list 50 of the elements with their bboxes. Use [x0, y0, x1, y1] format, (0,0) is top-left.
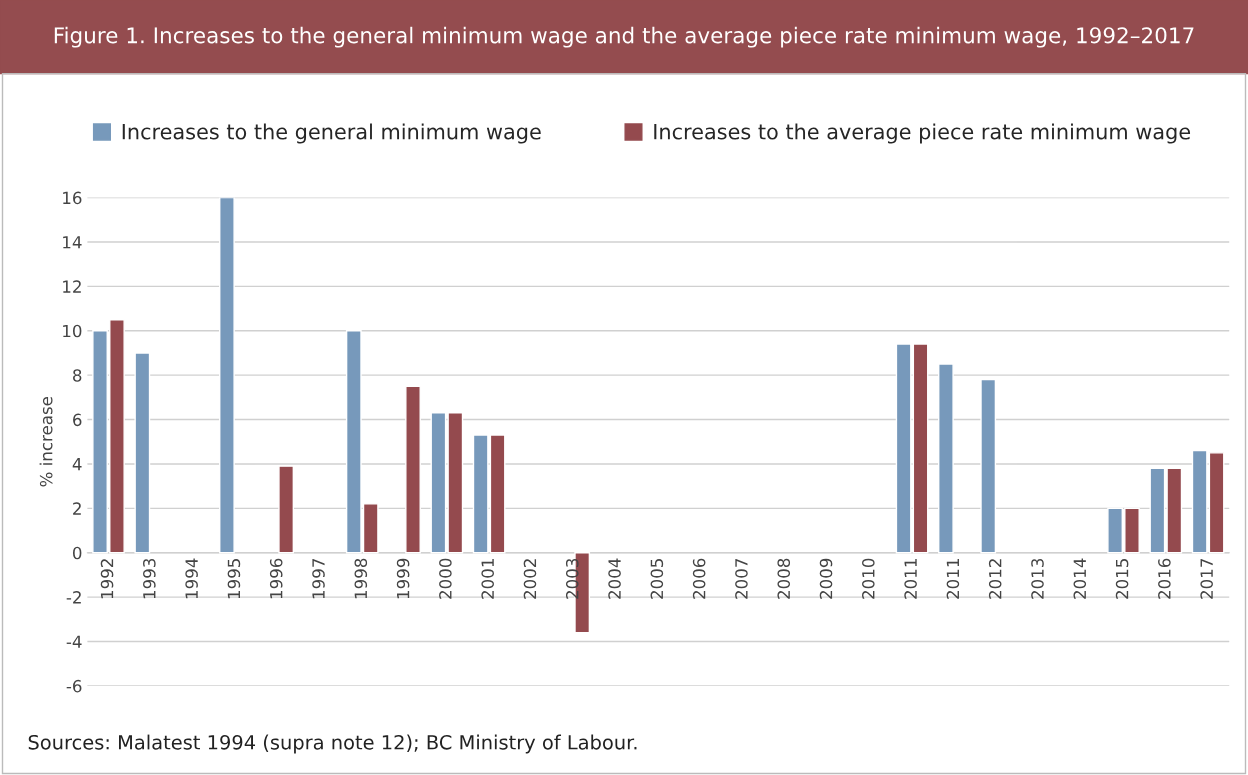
x-tick-label: 2002 — [523, 559, 537, 599]
x-tick-label: 2000 — [439, 558, 452, 599]
y-tick-label: -2 — [66, 591, 81, 604]
x-tick-label: 2004 — [608, 558, 621, 599]
x-tick-label: 2009 — [819, 558, 833, 599]
y-tick-label: 0 — [72, 546, 82, 560]
x-tick-label: 1998 — [354, 558, 368, 599]
x-tick-label: 2011 — [904, 559, 917, 599]
y-tick-label: 6 — [73, 413, 82, 427]
x-tick-label: 2011 — [946, 559, 960, 599]
y-tick-label: 14 — [63, 236, 82, 249]
chart-title: Figure 1. Increases to the general minimum wage and the average piece rate minimum wage, 1992–2017 — [54, 26, 1194, 48]
y-tick-label: -4 — [66, 635, 82, 648]
x-tick-label: 1994 — [185, 558, 198, 599]
bar — [405, 385, 421, 554]
bar — [134, 352, 151, 554]
x-tick-label: 2005 — [650, 559, 664, 599]
x-tick-label: 1992 — [100, 559, 114, 599]
x-tick-label: 2016 — [1158, 558, 1171, 599]
x-tick-label: 2010 — [862, 558, 875, 599]
x-tick-label: 2014 — [1073, 558, 1087, 599]
x-tick-label: 2001 — [481, 559, 494, 599]
x-tick-label: 1993 — [143, 558, 156, 599]
x-tick-label: 2017 — [1200, 559, 1213, 599]
bar — [938, 363, 954, 554]
x-tick-label: 1995 — [227, 559, 241, 599]
y-tick-label: 16 — [63, 191, 82, 205]
y-tick-label: 4 — [72, 458, 82, 471]
x-tick-label: 2006 — [692, 558, 706, 599]
x-tick-label: 2007 — [735, 559, 748, 599]
bar — [980, 378, 997, 554]
x-tick-label: 2015 — [1115, 559, 1129, 599]
y-tick-label: 8 — [73, 369, 82, 382]
x-tick-label: 1997 — [312, 559, 325, 599]
legend-label: Increases to the general minimum wage — [122, 123, 541, 144]
legend-label: Increases to the average piece rate minimum wage — [654, 123, 1191, 144]
source-note: Sources: Malatest 1994 (supra note 12); BC Ministry of Labour. — [28, 734, 637, 754]
x-tick-label: 1996 — [269, 558, 283, 599]
bar — [219, 197, 235, 554]
y-tick-label: 2 — [73, 502, 81, 515]
x-tick-label: 2013 — [1031, 558, 1044, 599]
x-tick-label: 2012 — [988, 559, 1002, 599]
x-tick-label: 2008 — [777, 558, 791, 599]
bar — [278, 465, 295, 554]
x-tick-label: 2003 — [565, 558, 579, 599]
y-tick-label: -6 — [66, 679, 82, 693]
y-tick-label: 10 — [63, 324, 82, 338]
x-tick-label: 1999 — [396, 558, 410, 599]
y-axis-title: % increase — [39, 396, 53, 487]
y-tick-label: 12 — [63, 280, 81, 293]
